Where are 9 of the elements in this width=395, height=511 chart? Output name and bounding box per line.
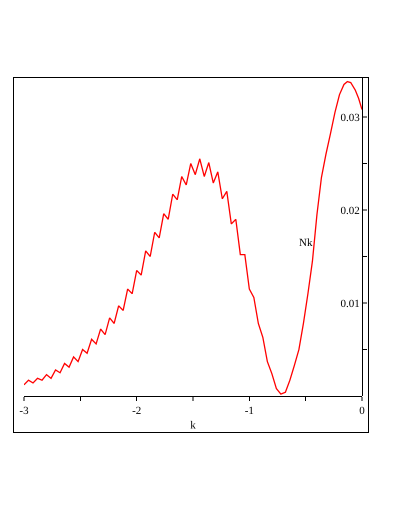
x-tick-label: 0	[359, 405, 366, 418]
x-tick-label: -2	[132, 405, 142, 418]
x-axis-title: k	[190, 419, 196, 432]
x-tick-label: -1	[244, 405, 254, 418]
y-tick-label: 0.03	[340, 112, 360, 124]
x-tick-label: -3	[19, 405, 30, 418]
y-tick-label: 0.02	[340, 204, 360, 217]
y-axis-title: Nk	[299, 237, 313, 249]
y-tick-label: 0.01	[340, 298, 360, 310]
